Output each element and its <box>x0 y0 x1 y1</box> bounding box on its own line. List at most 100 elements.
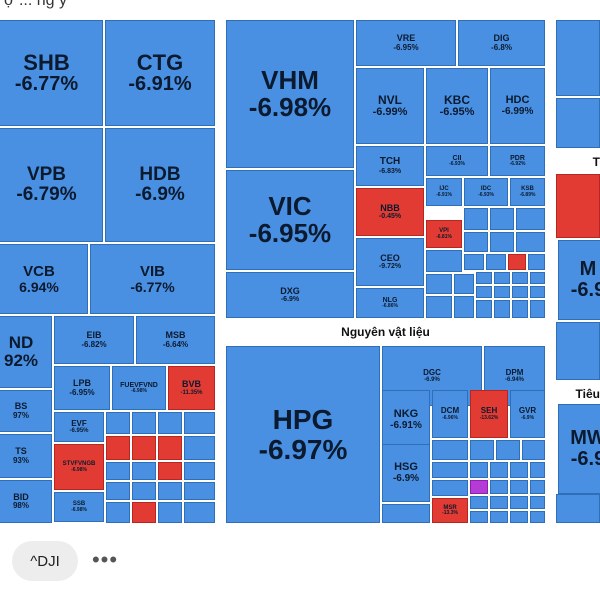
heatmap-tile-small[interactable] <box>464 254 484 270</box>
heatmap-tile-ijc[interactable]: IJC -6.91% <box>426 178 462 206</box>
heatmap-tile-small[interactable] <box>158 436 182 460</box>
heatmap-tile-pdr[interactable]: PDR -6.92% <box>490 146 545 176</box>
heatmap-tile-gvr[interactable]: GVR -6.9% <box>510 390 545 438</box>
heatmap-tile-cii[interactable]: CII -6.93% <box>426 146 488 176</box>
heatmap-tile-vre[interactable]: VRE -6.95% <box>356 20 456 66</box>
heatmap-tile-hdb[interactable]: HDB -6.9% <box>105 128 215 242</box>
heatmap-tile-bs[interactable]: BS 97% <box>0 390 52 432</box>
heatmap-tile-bid[interactable]: BID 98% <box>0 480 52 523</box>
heatmap-tile-bvb[interactable]: BVB -11.35% <box>168 366 215 410</box>
heatmap-tile-nd[interactable]: ND 92% <box>0 316 52 388</box>
heatmap-tile-small[interactable] <box>464 232 488 252</box>
heatmap-tile-small[interactable] <box>530 286 545 298</box>
heatmap-tile-small[interactable] <box>426 296 452 318</box>
heatmap-tile-small[interactable] <box>490 208 514 230</box>
heatmap-tile-small[interactable] <box>556 494 600 523</box>
heatmap-tile-small[interactable] <box>426 274 452 294</box>
heatmap-tile-evf[interactable]: EVF -6.95% <box>54 412 104 442</box>
heatmap-tile-small[interactable] <box>530 272 545 284</box>
heatmap-tile-small[interactable] <box>184 436 215 460</box>
heatmap-tile-small[interactable] <box>490 232 514 252</box>
heatmap-tile-ctg[interactable]: CTG -6.91% <box>105 20 215 126</box>
heatmap-tile-small[interactable] <box>432 440 468 460</box>
heatmap-tile-small[interactable] <box>512 286 528 298</box>
heatmap-tile-hsg[interactable]: HSG -6.9% <box>382 444 430 502</box>
heatmap-tile-small[interactable] <box>508 254 526 270</box>
heatmap-tile-small[interactable] <box>510 462 528 478</box>
heatmap-tile-small[interactable] <box>470 440 494 460</box>
heatmap-tile-small[interactable] <box>454 296 474 318</box>
heatmap-tile-eib[interactable]: EIB -6.82% <box>54 316 134 364</box>
heatmap-tile-small[interactable] <box>432 480 468 496</box>
heatmap-tile-small[interactable] <box>490 462 508 478</box>
heatmap-tile-small[interactable] <box>132 412 156 434</box>
heatmap-tile-small[interactable] <box>476 272 492 284</box>
heatmap-tile-shb[interactable]: SHB -6.77% <box>0 20 103 126</box>
heatmap-tile-small[interactable] <box>510 480 528 494</box>
heatmap-tile-small[interactable] <box>512 300 528 318</box>
heatmap-tile-seh[interactable]: SEH -13.62% <box>470 390 508 438</box>
heatmap-tile-small[interactable] <box>556 174 600 238</box>
heatmap-tile-small[interactable] <box>510 511 528 523</box>
heatmap-tile-small[interactable] <box>106 462 130 480</box>
heatmap-tile-stvfvngb[interactable]: STVFVNGB -6.98% <box>54 444 104 490</box>
heatmap-tile-small[interactable] <box>530 300 545 318</box>
heatmap-tile-vpi[interactable]: VPI -6.81% <box>426 220 462 248</box>
heatmap-tile-small[interactable] <box>132 502 156 523</box>
heatmap-tile-m[interactable]: M-6.9 <box>558 240 600 320</box>
heatmap-tile-kbc[interactable]: KBC -6.95% <box>426 68 488 144</box>
heatmap-tile-dxg[interactable]: DXG -6.9% <box>226 272 354 318</box>
heatmap-tile-small[interactable] <box>490 496 508 509</box>
heatmap-tile-small[interactable] <box>184 482 215 500</box>
more-options-icon[interactable]: ••• <box>91 547 119 572</box>
heatmap-tile-msr[interactable]: MSR -13.3% <box>432 498 468 523</box>
heatmap-tile-small[interactable] <box>158 412 182 434</box>
heatmap-tile-small[interactable] <box>454 274 474 294</box>
heatmap-tile-small[interactable] <box>490 511 508 523</box>
heatmap-tile-vpb[interactable]: VPB -6.79% <box>0 128 103 242</box>
heatmap-tile-small[interactable] <box>486 254 506 270</box>
heatmap-tile-small[interactable] <box>106 482 130 500</box>
heatmap-tile-vcb[interactable]: VCB 6.94% <box>0 244 88 314</box>
heatmap-tile-vic[interactable]: VIC -6.95% <box>226 170 354 270</box>
heatmap-tile-ksb[interactable]: KSB -6.89% <box>510 178 545 206</box>
heatmap-tile-small[interactable] <box>494 286 510 298</box>
heatmap-tile-small[interactable] <box>496 440 520 460</box>
heatmap-tile-nvl[interactable]: NVL -6.99% <box>356 68 424 144</box>
heatmap-tile-small[interactable] <box>184 502 215 523</box>
heatmap-tile-hpg[interactable]: HPG -6.97% <box>226 346 380 523</box>
heatmap-tile-ts[interactable]: TS 93% <box>0 434 52 478</box>
heatmap-tile-tch[interactable]: TCH -6.83% <box>356 146 424 186</box>
heatmap-tile-small[interactable] <box>158 462 182 480</box>
heatmap-tile-nbb[interactable]: NBB -0.45% <box>356 188 424 236</box>
heatmap-tile-small[interactable] <box>132 436 156 460</box>
heatmap-tile-small[interactable] <box>432 462 468 478</box>
heatmap-tile-small[interactable] <box>470 480 488 494</box>
heatmap-tile-idc[interactable]: IDC -6.93% <box>464 178 508 206</box>
heatmap-tile-nkg[interactable]: NKG -6.91% <box>382 390 430 450</box>
heatmap-tile-dig[interactable]: DIG -6.8% <box>458 20 545 66</box>
heatmap-tile-small[interactable] <box>556 322 600 380</box>
heatmap-tile-hdc[interactable]: HDC -6.99% <box>490 68 545 144</box>
heatmap-tile-small[interactable] <box>184 412 215 434</box>
heatmap-tile-ssb[interactable]: SSB -6.98% <box>54 492 104 522</box>
heatmap-tile-small[interactable] <box>132 462 156 480</box>
heatmap-tile-small[interactable] <box>528 254 545 270</box>
heatmap-tile-ceo[interactable]: CEO -9.72% <box>356 238 424 286</box>
heatmap-tile-small[interactable] <box>510 496 528 509</box>
heatmap-tile-small[interactable] <box>382 504 430 523</box>
heatmap-tile-small[interactable] <box>158 482 182 500</box>
heatmap-tile-small[interactable] <box>556 98 600 148</box>
heatmap-tile-mw[interactable]: MW-6.9 <box>558 404 600 494</box>
heatmap-tile-small[interactable] <box>426 250 462 272</box>
heatmap-tile-small[interactable] <box>464 208 488 230</box>
heatmap-tile-nlg[interactable]: NLG -6.86% <box>356 288 424 318</box>
heatmap-tile-fuevfvnd[interactable]: FUEVFVND -6.98% <box>112 366 166 410</box>
heatmap-tile-vib[interactable]: VIB -6.77% <box>90 244 215 314</box>
heatmap-tile-small[interactable] <box>106 412 130 434</box>
heatmap-tile-small[interactable] <box>512 272 528 284</box>
heatmap-tile-small[interactable] <box>556 20 600 96</box>
heatmap-tile-small[interactable] <box>522 440 545 460</box>
heatmap-tile-small[interactable] <box>516 232 545 252</box>
heatmap-tile-small[interactable] <box>494 272 510 284</box>
